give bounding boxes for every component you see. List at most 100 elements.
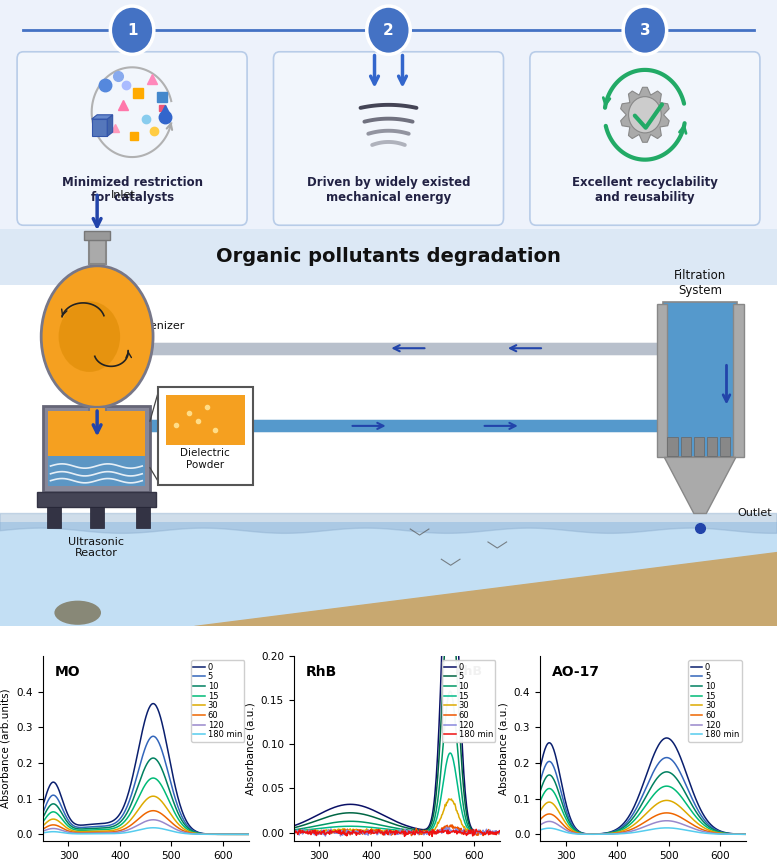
15: [495, 828, 504, 838]
60: [464, 827, 473, 837]
5: [289, 822, 298, 833]
FancyBboxPatch shape: [43, 406, 150, 492]
0: [535, 764, 545, 774]
60: [413, 826, 422, 836]
Ellipse shape: [58, 301, 120, 372]
15: [661, 781, 671, 791]
30: [495, 827, 504, 837]
10: [39, 811, 48, 822]
Y-axis label: Absorbance (a.u.): Absorbance (a.u.): [246, 702, 256, 795]
10: [225, 829, 235, 840]
15: [225, 829, 235, 840]
FancyBboxPatch shape: [47, 507, 61, 528]
5: [495, 828, 504, 838]
10: [38, 813, 47, 823]
Text: 1: 1: [127, 22, 138, 38]
5: [476, 828, 486, 838]
0: [412, 823, 421, 834]
120: [148, 815, 158, 825]
10: [536, 784, 545, 795]
Text: MO: MO: [55, 665, 81, 679]
Line: 5: 5: [43, 736, 249, 835]
10: [289, 825, 298, 835]
FancyBboxPatch shape: [89, 407, 106, 435]
FancyBboxPatch shape: [37, 492, 156, 507]
60: [723, 828, 732, 839]
15: [412, 827, 421, 837]
180 min: [225, 829, 235, 840]
Line: 180 min: 180 min: [540, 828, 746, 835]
120: [536, 820, 545, 830]
60: [477, 828, 486, 838]
180 min: [661, 822, 671, 833]
0: [415, 824, 424, 835]
10: [244, 829, 253, 840]
30: [657, 796, 667, 806]
Line: 10: 10: [294, 691, 500, 833]
FancyBboxPatch shape: [0, 229, 777, 626]
15: [657, 782, 667, 792]
60: [290, 828, 299, 838]
30: [469, 829, 479, 840]
FancyBboxPatch shape: [663, 302, 737, 457]
0: [38, 801, 47, 811]
120: [413, 827, 422, 837]
Polygon shape: [107, 115, 113, 136]
15: [476, 828, 486, 838]
180 min: [477, 828, 486, 838]
5: [39, 806, 48, 816]
FancyBboxPatch shape: [0, 522, 777, 626]
Y-axis label: Absorbance (a.u.): Absorbance (a.u.): [498, 702, 508, 795]
FancyBboxPatch shape: [90, 507, 104, 528]
FancyBboxPatch shape: [274, 52, 503, 225]
10: [658, 768, 667, 778]
0: [463, 810, 472, 821]
30: [289, 827, 298, 837]
Line: 120: 120: [540, 821, 746, 835]
120: [244, 829, 253, 840]
0: [741, 829, 751, 840]
FancyBboxPatch shape: [657, 304, 667, 457]
15: [709, 826, 719, 836]
180 min: [161, 824, 170, 835]
Legend: 0, 5, 10, 15, 30, 60, 120, 180 min: 0, 5, 10, 15, 30, 60, 120, 180 min: [688, 660, 742, 741]
30: [225, 829, 235, 840]
60: [658, 808, 667, 818]
30: [148, 791, 158, 802]
5: [165, 772, 174, 783]
5: [723, 828, 732, 839]
15: [463, 823, 472, 834]
Line: 5: 5: [294, 585, 500, 833]
Line: 30: 30: [294, 799, 500, 835]
Text: AO-17: AO-17: [552, 665, 601, 679]
15: [162, 789, 171, 799]
120: [741, 829, 751, 840]
180 min: [535, 825, 545, 835]
Legend: 0, 5, 10, 15, 30, 60, 120, 180 min: 0, 5, 10, 15, 30, 60, 120, 180 min: [191, 660, 245, 741]
30: [38, 821, 47, 831]
10: [723, 828, 732, 839]
Text: 2: 2: [383, 22, 394, 38]
60: [148, 805, 158, 816]
Text: Organic pollutants degradation: Organic pollutants degradation: [216, 247, 561, 266]
5: [536, 774, 545, 784]
10: [463, 821, 472, 831]
Line: 0: 0: [540, 738, 746, 835]
0: [723, 828, 732, 838]
0: [244, 829, 253, 840]
0: [162, 736, 171, 746]
120: [212, 829, 221, 840]
Text: Homogenizer: Homogenizer: [111, 321, 186, 331]
10: [415, 826, 424, 836]
0: [290, 821, 299, 831]
5: [741, 829, 751, 840]
120: [321, 831, 330, 841]
5: [38, 808, 47, 818]
120: [662, 816, 671, 826]
15: [741, 829, 751, 840]
0: [495, 828, 504, 838]
180 min: [212, 829, 221, 840]
Text: 3: 3: [639, 22, 650, 38]
5: [463, 816, 472, 826]
FancyBboxPatch shape: [89, 240, 106, 264]
